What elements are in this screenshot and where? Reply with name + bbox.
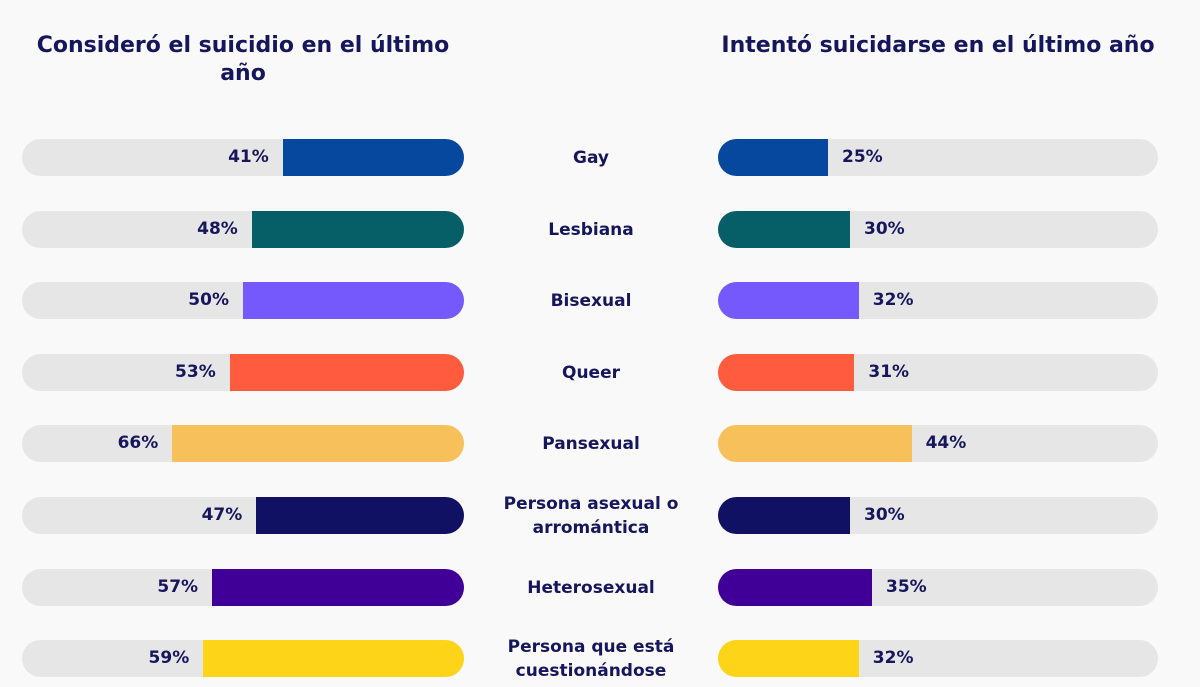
- right-value-label: 44%: [925, 433, 967, 453]
- right-value-label: 32%: [872, 290, 914, 310]
- left-bar: [282, 139, 464, 176]
- right-bar: [718, 497, 850, 534]
- category-label: Gay: [573, 147, 609, 168]
- category-label: Queer: [562, 362, 620, 383]
- right-value-label: 35%: [886, 577, 927, 597]
- right-bar-track: 25%: [718, 139, 1158, 176]
- left-bar-track: 53%: [22, 354, 464, 391]
- left-bar: [203, 640, 464, 677]
- right-bar-track: 35%: [718, 569, 1158, 606]
- right-value-label: 31%: [868, 362, 910, 382]
- category-label: Pansexual: [542, 433, 640, 454]
- left-bar: [243, 282, 464, 319]
- left-bar-track: 57%: [22, 569, 464, 606]
- left-value-label: 57%: [157, 577, 199, 597]
- left-bar-track: 50%: [22, 282, 464, 319]
- left-value-label: 59%: [148, 648, 190, 668]
- right-bar: [718, 211, 850, 248]
- left-value-label: 48%: [197, 219, 238, 239]
- left-bar: [256, 497, 464, 534]
- left-bar-track: 47%: [22, 497, 464, 534]
- right-bar: [718, 569, 872, 606]
- right-bar-track: 44%: [718, 425, 1158, 462]
- right-bar: [718, 282, 859, 319]
- right-chart-title: Intentó suicidarse en el último año: [721, 33, 1155, 58]
- right-bar-track: 30%: [718, 211, 1158, 248]
- left-bar: [172, 425, 464, 462]
- right-bar-track: 32%: [718, 282, 1158, 319]
- right-value-label: 25%: [842, 147, 883, 167]
- left-bar: [212, 569, 464, 606]
- left-value-label: 47%: [201, 505, 243, 525]
- category-label: Bisexual: [550, 290, 632, 311]
- left-value-label: 66%: [117, 433, 159, 453]
- left-bar-track: 59%: [22, 640, 464, 677]
- right-value-label: 32%: [872, 648, 914, 668]
- left-bar-track: 66%: [22, 425, 464, 462]
- left-bar: [229, 354, 464, 391]
- right-bar-track: 32%: [718, 640, 1158, 677]
- category-label: Persona que está cuestionándose: [507, 636, 675, 681]
- right-bar-track: 31%: [718, 354, 1158, 391]
- left-chart-title: Consideró el suicidio en el último año: [36, 33, 450, 86]
- right-bar-track: 30%: [718, 497, 1158, 534]
- right-value-label: 30%: [864, 219, 905, 239]
- right-bar: [718, 425, 912, 462]
- right-bar: [718, 139, 828, 176]
- category-label: Persona asexual o arromántica: [503, 493, 679, 538]
- left-value-label: 53%: [175, 362, 216, 382]
- category-label: Lesbiana: [548, 219, 634, 240]
- left-bar: [251, 211, 464, 248]
- category-label: Heterosexual: [527, 577, 655, 598]
- right-bar: [718, 640, 859, 677]
- left-bar-track: 48%: [22, 211, 464, 248]
- right-bar: [718, 354, 855, 391]
- left-bar-track: 41%: [22, 139, 464, 176]
- left-value-label: 41%: [228, 147, 269, 167]
- left-value-label: 50%: [188, 290, 229, 310]
- right-value-label: 30%: [864, 505, 905, 525]
